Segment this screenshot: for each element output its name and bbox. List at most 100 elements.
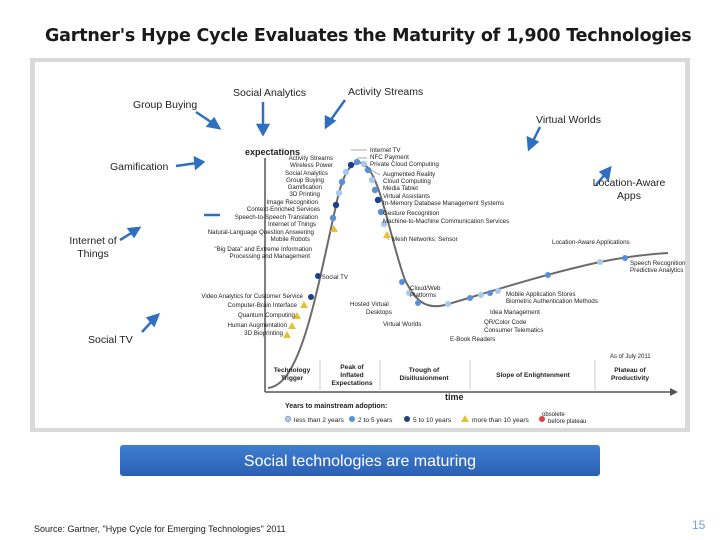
callout-internet-of-things-line: Things [77,248,109,260]
tech-label: Virtual Assistants [383,193,430,200]
legend-label: before plateau [548,419,586,425]
tech-dot [445,301,451,307]
tech-dot [308,294,314,300]
tech-label: Image Recognition [266,199,318,206]
tech-dot [622,255,628,261]
callout-social-analytics: Social Analytics [233,87,306,99]
tech-label: QR/Color Code [484,319,527,326]
tech-triangle [300,301,308,308]
callout-virtual-worlds: Virtual Worlds [536,114,601,126]
legend-marker [539,416,545,422]
callout-location-aware-line: Apps [617,190,641,202]
hype-cycle-frame [30,58,690,432]
tech-dot [338,178,346,186]
tech-label: Desktops [366,309,392,316]
callout-location-aware-line: Location-Aware [592,177,666,189]
tech-label: Biometric Authentication Methods [506,298,598,305]
phase-trigger: Trigger [281,375,304,382]
arrow-activity-streams [328,99,347,122]
leader-line [386,237,390,241]
tech-dot [335,189,343,197]
phase-plateau: Productivity [611,375,649,382]
tech-triangle [293,312,301,319]
tech-dot [380,220,388,228]
as-of-date: As of July 2011 [610,354,651,360]
tech-dot [342,168,350,176]
tech-dot [371,186,379,194]
legend-label: 2 to 5 years [358,417,393,424]
tech-label: Augmented Reality [383,171,436,178]
tech-label: Machine-to-Machine Communication Service… [383,218,509,225]
tech-triangle [283,331,291,338]
tech-dot [360,160,368,168]
x-axis-label: time [445,392,464,402]
callout-social-tv: Social TV [88,334,133,346]
tech-label: Gamification [288,184,323,191]
tech-label: Cloud Computing [383,178,431,185]
tech-label: In-Memory Database Management Systems [383,200,504,207]
tech-dot [332,201,340,209]
tech-dot [374,196,382,204]
legend-marker [461,415,469,422]
phase-peak: Inflated [340,372,363,379]
tech-dot [467,295,473,301]
tech-triangle [288,322,296,329]
phase-trough: Disillusionment [399,375,449,382]
page-number: 15 [692,518,706,532]
arrow-gamification [175,161,198,168]
tech-label: "Big Data" and Extreme Information [214,246,312,253]
tech-label: Hosted Virtual [350,301,389,308]
arrow-head [145,313,161,328]
tech-label: Speech-to-Speech Translation [235,214,319,221]
tech-label: Mesh Networks: Sensor [392,236,458,243]
tech-label: Platforms [410,292,436,299]
tech-label: 3D Printing [289,191,320,198]
callout-activity-streams: Activity Streams [348,86,424,98]
callout-arrows [119,99,612,333]
tech-dot [353,158,361,166]
peak-dots [329,158,391,238]
tech-label: Media Tablet [383,185,418,192]
arrow-head [126,226,142,239]
tech-dot [597,259,603,265]
tech-dot [495,288,501,294]
tech-dot [399,279,405,285]
tech-dot [406,290,412,296]
tech-label: E-Book Readers [450,336,495,343]
tech-dot [329,214,337,222]
phase-peak: Expectations [331,380,372,387]
callout-group-buying: Group Buying [133,99,198,111]
tech-label: Processing and Management [230,253,311,260]
tech-label: Activity Streams [289,155,333,162]
tech-label: Mobile Robots [270,236,310,243]
hype-curve [267,161,669,389]
hype-cycle-panel [35,62,685,428]
tech-triangle [383,231,391,238]
summary-banner: Social technologies are maturing [120,445,600,476]
legend-label: 5 to 10 years [413,417,452,424]
phase-trough: Trough of [409,367,440,374]
legend-marker [284,415,292,423]
tech-label: Idea Management [490,309,540,316]
legend-label: more than 10 years [472,417,530,424]
callout-internet-of-things: Internet of Things [60,235,126,261]
tech-label: Speech Recognition [630,260,686,267]
phase-slope: Slope of Enlightenment [496,372,570,379]
callout-internet-of-things-line: Internet of [69,235,117,247]
tech-dot [315,273,321,279]
tech-label: Mobile Application Stores [506,291,575,298]
legend-marker [349,416,355,422]
tech-dot [347,161,355,169]
tech-label: Group Buying [286,177,324,184]
arrow-head [598,165,612,182]
tech-label: Natural-Language Question Answering [208,229,315,236]
tech-dot [415,300,421,306]
callout-location-aware: Location-Aware Apps [591,177,667,203]
legend-marker [404,416,410,422]
arrow-head [526,135,540,152]
tech-dot [478,292,484,298]
y-axis-label: expectations [245,147,300,157]
phase-plateau: Plateau of [614,367,646,374]
phase-peak: Peak of [340,364,364,371]
